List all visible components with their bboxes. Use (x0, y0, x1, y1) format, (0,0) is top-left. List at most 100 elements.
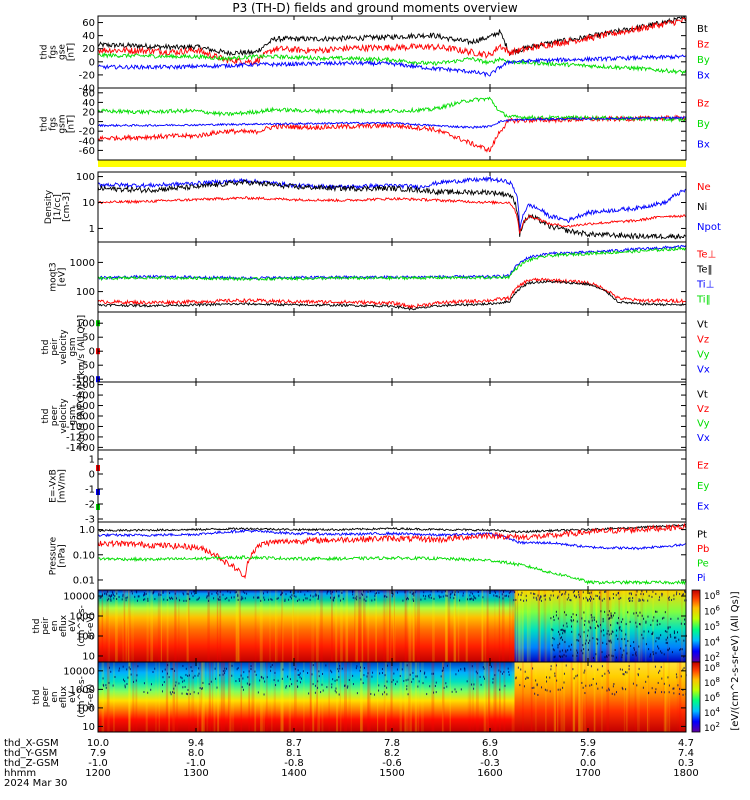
spectrogram-speckle (405, 679, 407, 682)
spectrogram-speckle (625, 688, 627, 691)
spectrogram-speckle (475, 670, 477, 673)
spectrogram-speckle (595, 682, 597, 685)
spectrogram-streak (198, 662, 202, 732)
spectrogram-speckle (374, 598, 376, 601)
spectrogram-speckle (178, 682, 180, 685)
spectrogram-speckle (613, 683, 615, 686)
spectrogram-speckle (673, 687, 675, 690)
spectrogram-streak (275, 590, 277, 662)
spectrogram-streak (200, 662, 203, 732)
spectrogram-speckle (661, 691, 663, 694)
spectrogram-speckle (193, 691, 195, 694)
spectrogram-speckle (136, 599, 138, 602)
spectrogram-speckle (588, 641, 590, 644)
spectrogram-streak (123, 590, 126, 662)
spectrogram-streak (550, 590, 553, 662)
x-axis-tick-label: 5.9 (580, 738, 596, 749)
spectrogram-speckle (440, 595, 442, 598)
spectrogram-speckle (473, 687, 475, 690)
spectrogram-speckle (645, 621, 647, 624)
spectrogram-streak (411, 590, 415, 662)
y-tick-label: -20 (79, 127, 95, 138)
spectrogram-speckle (359, 666, 361, 669)
spectrogram-speckle (351, 590, 353, 593)
spectrogram-speckle (327, 590, 329, 593)
spectrogram-speckle (599, 598, 601, 601)
spectrogram-speckle (525, 599, 527, 602)
spectrogram-speckle (289, 595, 291, 598)
spectrogram-speckle (619, 668, 621, 671)
spectrogram-speckle (559, 590, 561, 593)
spectrogram-streak (595, 590, 598, 662)
spectrogram-speckle (607, 630, 609, 633)
spectrogram-speckle (668, 684, 670, 687)
spectrogram-streak (645, 590, 647, 662)
series-line-Bz (97, 114, 687, 153)
spectrogram-speckle (395, 683, 397, 686)
spectrogram-speckle (589, 639, 591, 642)
spectrogram-streak (271, 662, 273, 732)
spectrogram-speckle (641, 590, 643, 593)
spectrogram-speckle (188, 597, 190, 600)
spectrogram-speckle (589, 595, 591, 598)
spectrogram-streak (146, 590, 149, 662)
spectrogram-speckle (604, 656, 606, 659)
spectrogram-speckle (655, 640, 657, 643)
y-axis-label: [nT] (67, 43, 77, 61)
spectrogram-speckle (188, 674, 190, 677)
spectrogram-speckle (570, 599, 572, 602)
spectrogram-streak (665, 662, 668, 732)
spectrogram-speckle (441, 670, 443, 673)
spectrogram-streak (409, 662, 413, 732)
y-tick-label: -800 (72, 412, 95, 423)
spectrogram-speckle (304, 593, 306, 596)
spectrogram-streak (235, 590, 237, 662)
spectrogram-speckle (422, 682, 424, 685)
spectrogram-speckle (163, 598, 165, 601)
spectrogram-speckle (635, 611, 637, 614)
spectrogram-speckle (422, 594, 424, 597)
legend-entry: By (697, 55, 710, 66)
spectrogram-speckle (566, 625, 568, 628)
spectrogram-streak (455, 590, 457, 662)
spectrogram-speckle (317, 680, 319, 683)
panel-density (97, 175, 687, 241)
spectrogram-speckle (617, 638, 619, 641)
spectrogram-speckle (629, 620, 631, 623)
spectrogram-streak (312, 662, 315, 732)
spectrogram-speckle (446, 594, 448, 597)
spectrogram-speckle (473, 596, 475, 599)
spectrogram-streak (518, 590, 522, 662)
y-axis-label: peir (50, 338, 60, 356)
spectrogram-speckle (633, 648, 635, 651)
spectrogram-speckle (667, 597, 669, 600)
spectrogram-speckle (633, 612, 635, 615)
spectrogram-speckle (598, 597, 600, 600)
spectrogram-speckle (622, 618, 624, 621)
spectrogram-speckle (656, 610, 658, 613)
x-axis-tick-label: 1700 (575, 768, 600, 779)
spectrogram-speckle (275, 684, 277, 687)
spectrogram-speckle (642, 686, 644, 689)
spectrogram-speckle (154, 598, 156, 601)
spectrogram-speckle (628, 668, 630, 671)
spectrogram-speckle (561, 649, 563, 652)
spectrogram-speckle (451, 690, 453, 693)
spectrogram-speckle (490, 665, 492, 668)
spectrogram-speckle (589, 684, 591, 687)
spectrogram-speckle (450, 592, 452, 595)
spectrogram-speckle (187, 593, 189, 596)
spectrogram-speckle (386, 680, 388, 683)
spectrogram-speckle (143, 598, 145, 601)
spectrogram-speckle (561, 628, 563, 631)
spectrogram-speckle (638, 599, 640, 602)
spectrogram-speckle (561, 638, 563, 641)
spectrogram-speckle (198, 596, 200, 599)
spectrogram-streak (282, 590, 284, 662)
spectrogram-streak (405, 662, 409, 732)
spectrogram-speckle (565, 649, 567, 652)
spectrogram-speckle (504, 594, 506, 597)
spectrogram-speckle (216, 590, 218, 593)
spectrogram-speckle (660, 666, 662, 669)
spectrogram-speckle (645, 620, 647, 623)
